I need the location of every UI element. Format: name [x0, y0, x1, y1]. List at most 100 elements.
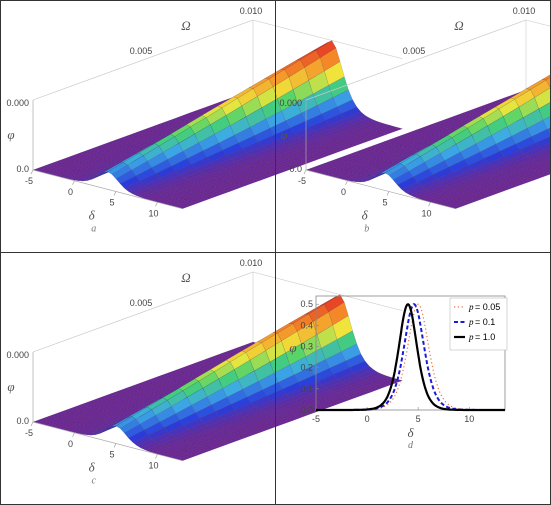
x-tick	[72, 180, 75, 185]
axis-w-line	[32, 271, 254, 353]
legend-label: = 0.05	[475, 302, 500, 312]
z-tick-label: 0.0	[16, 164, 29, 174]
omega-tick-label: 0.010	[240, 258, 263, 268]
surface-cell	[287, 413, 309, 421]
x-tick-label: 5	[109, 198, 114, 208]
x-tick	[155, 454, 158, 459]
panel-label: d	[408, 440, 414, 451]
delta-axis-title: δ	[89, 207, 96, 222]
x-tick-label: 5	[109, 450, 114, 460]
panel-label: b	[364, 223, 369, 234]
legend-prefix: p	[468, 317, 474, 327]
omega-tick-label: 0.005	[130, 46, 153, 56]
x-tick	[303, 169, 307, 175]
surface-cell	[536, 165, 551, 173]
surface-cell	[534, 87, 551, 110]
surface-cell	[531, 129, 551, 144]
y-tick-label: 0.0	[300, 405, 313, 415]
z-tick-label: 0.0	[16, 416, 29, 426]
x-tick	[345, 180, 348, 185]
x-tick	[386, 191, 390, 196]
surface-mesh	[32, 40, 403, 209]
y-tick-label: 0.5	[300, 299, 313, 309]
omega-axis-title: Ω	[454, 18, 463, 33]
x-tick-label: 10	[464, 414, 474, 424]
x-tick-label: -5	[312, 414, 320, 424]
series-line-2	[316, 303, 505, 412]
surface-cell	[529, 173, 551, 181]
legend-label: = 0.1	[475, 317, 495, 327]
omega-axis-title: Ω	[181, 18, 190, 33]
x-tick-label: -5	[25, 176, 33, 186]
omega-tick-label: 0.010	[513, 6, 536, 16]
box-edge-top	[252, 19, 403, 59]
x-tick-label: 5	[416, 414, 421, 424]
box-edge-top	[525, 19, 551, 27]
phi-axis-title: φ	[7, 127, 14, 142]
x-tick-label: 0	[341, 187, 346, 197]
surface-mesh	[305, 74, 551, 209]
axis-w-line	[305, 19, 527, 101]
panel-label: c	[91, 475, 96, 486]
surface-cell	[319, 402, 341, 410]
x-tick	[113, 443, 117, 448]
surface-cell	[381, 127, 403, 135]
y-tick-label: 0.3	[300, 342, 313, 352]
y-tick-label: 0.4	[300, 320, 313, 330]
x-tick	[30, 421, 34, 427]
legend-label: = 1.0	[475, 332, 495, 342]
x-axis-title: δ	[407, 425, 414, 440]
z-tick-label: 0.000	[6, 350, 29, 360]
x-tick	[30, 169, 34, 175]
y-tick-label: 0.2	[300, 363, 313, 373]
axis-w-line	[32, 19, 254, 101]
surface-cell	[256, 425, 278, 433]
panel-label: a	[91, 223, 96, 234]
surface-cell	[256, 173, 278, 181]
legend-prefix: p	[468, 332, 474, 342]
x-tick-label: 5	[382, 198, 387, 208]
x-tick	[72, 432, 75, 437]
surface-plot-c: -5 0 5 10 0.005 0.010 0.0 0.000 Ωφ δc	[6, 258, 403, 486]
x-tick-label: 10	[148, 460, 158, 470]
z-tick-label: 0.0	[289, 164, 302, 174]
surface-cell	[240, 430, 262, 438]
z-tick-label: 0.000	[6, 98, 29, 108]
x-tick	[428, 202, 431, 207]
x-tick-label: 0	[68, 439, 73, 449]
x-tick-label: 10	[148, 208, 158, 218]
legend: p = 0.05p = 0.1p = 1.0	[449, 297, 508, 351]
y-axis-title: φ	[289, 340, 296, 355]
x-tick	[155, 202, 158, 207]
x-tick-label: -5	[298, 176, 306, 186]
surface-cell	[544, 171, 551, 175]
omega-axis-title: Ω	[181, 270, 190, 285]
z-tick-label: 0.000	[279, 98, 302, 108]
x-tick	[113, 191, 117, 196]
surface-mesh	[32, 294, 403, 461]
y-tick-label: 0.1	[300, 384, 313, 394]
omega-tick-label: 0.005	[403, 46, 426, 56]
x-tick-label: -5	[25, 428, 33, 438]
delta-axis-title: δ	[362, 207, 369, 222]
delta-axis-title: δ	[89, 459, 96, 474]
legend-box	[449, 297, 508, 351]
box-edge-top	[252, 271, 403, 311]
omega-tick-label: 0.005	[130, 298, 153, 308]
surface-cell	[366, 133, 388, 141]
phi-axis-title: φ	[280, 127, 287, 142]
plot-frame	[315, 295, 506, 411]
omega-tick-label: 0.010	[240, 6, 263, 16]
legend-prefix: p	[468, 302, 474, 312]
x-tick-label: 0	[68, 187, 73, 197]
x-tick-label: 10	[421, 208, 431, 218]
x-tick-label: 0	[365, 414, 370, 424]
phi-axis-title: φ	[7, 379, 14, 394]
surface-cell	[531, 152, 551, 161]
surface-cell	[287, 161, 309, 169]
surface-plot-b: -5 0 5 10 0.005 0.010 0.0 0.000 Ωφ δb	[279, 6, 551, 234]
surface-cell	[366, 385, 388, 393]
